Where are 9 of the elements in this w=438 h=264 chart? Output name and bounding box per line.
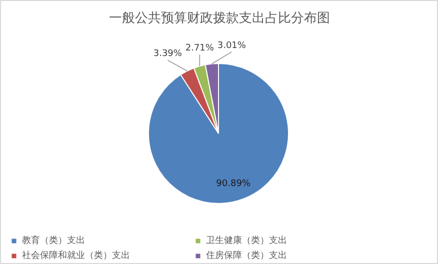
data-label: 2.71% [185, 44, 214, 54]
data-label: 90.89% [216, 178, 251, 189]
legend-label: 社会保障和就业（类）支出 [22, 250, 131, 262]
legend-label: 住房保障（类）支出 [206, 250, 288, 262]
legend-label: 教育（类）支出 [22, 234, 86, 247]
chart-title: 一般公共预算财政拨款支出占比分布图 [109, 11, 330, 26]
legend-label: 卫生健康（类）支出 [206, 234, 288, 247]
data-label: 3.39% [153, 49, 182, 60]
data-label: 3.01% [217, 40, 246, 51]
